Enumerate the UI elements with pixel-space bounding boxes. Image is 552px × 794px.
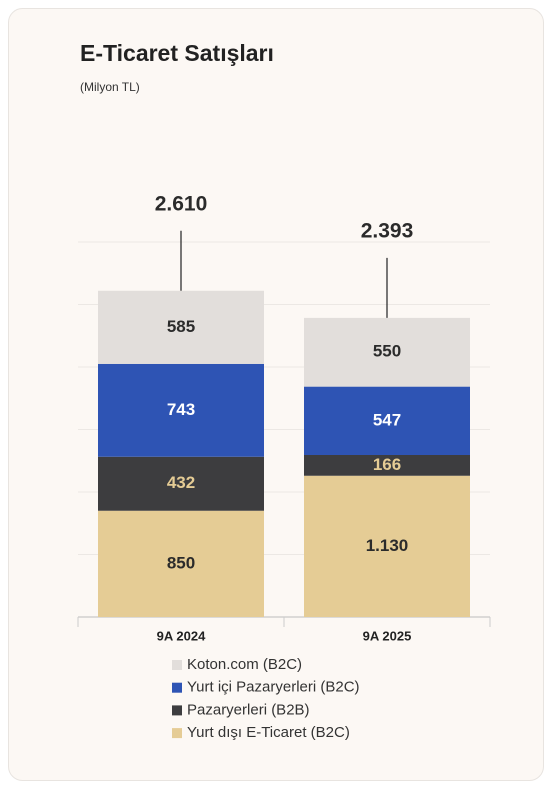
bar-segment xyxy=(304,455,470,476)
legend-swatch xyxy=(172,728,182,739)
legend-swatch xyxy=(172,682,182,693)
value-label: 743 xyxy=(167,400,195,419)
bar-segment xyxy=(304,317,470,387)
x-tick-label: 9A 2024 xyxy=(157,628,206,643)
total-label: 2.610 xyxy=(155,192,208,215)
value-label: 585 xyxy=(167,317,195,336)
chart-subtitle: (Milyon TL) xyxy=(80,80,140,94)
value-label: 166 xyxy=(373,455,401,474)
bar-segment xyxy=(98,290,264,364)
value-label: 550 xyxy=(373,342,401,361)
legend-swatch xyxy=(172,705,182,716)
value-label: 547 xyxy=(373,410,401,429)
value-label: 850 xyxy=(167,553,195,572)
x-tick-label: 9A 2025 xyxy=(363,628,412,643)
legend-label: Yurt içi Pazaryerleri (B2C) xyxy=(187,679,360,696)
bar-segment xyxy=(98,510,264,617)
bar-segment xyxy=(98,363,264,457)
total-label: 2.393 xyxy=(361,219,414,242)
legend-label: Pazaryerleri (B2B) xyxy=(187,701,310,718)
bar-segment xyxy=(98,456,264,511)
chart-title: E-Ticaret Satışları xyxy=(80,40,274,66)
value-label: 432 xyxy=(167,473,195,492)
bar-segment xyxy=(304,475,470,617)
legend-label: Yurt dışı E-Ticaret (B2C) xyxy=(187,724,350,741)
bar-segment xyxy=(304,386,470,455)
legend-swatch xyxy=(172,660,182,670)
value-label: 1.130 xyxy=(366,536,409,555)
legend-label: Koton.com (B2C) xyxy=(187,656,302,673)
